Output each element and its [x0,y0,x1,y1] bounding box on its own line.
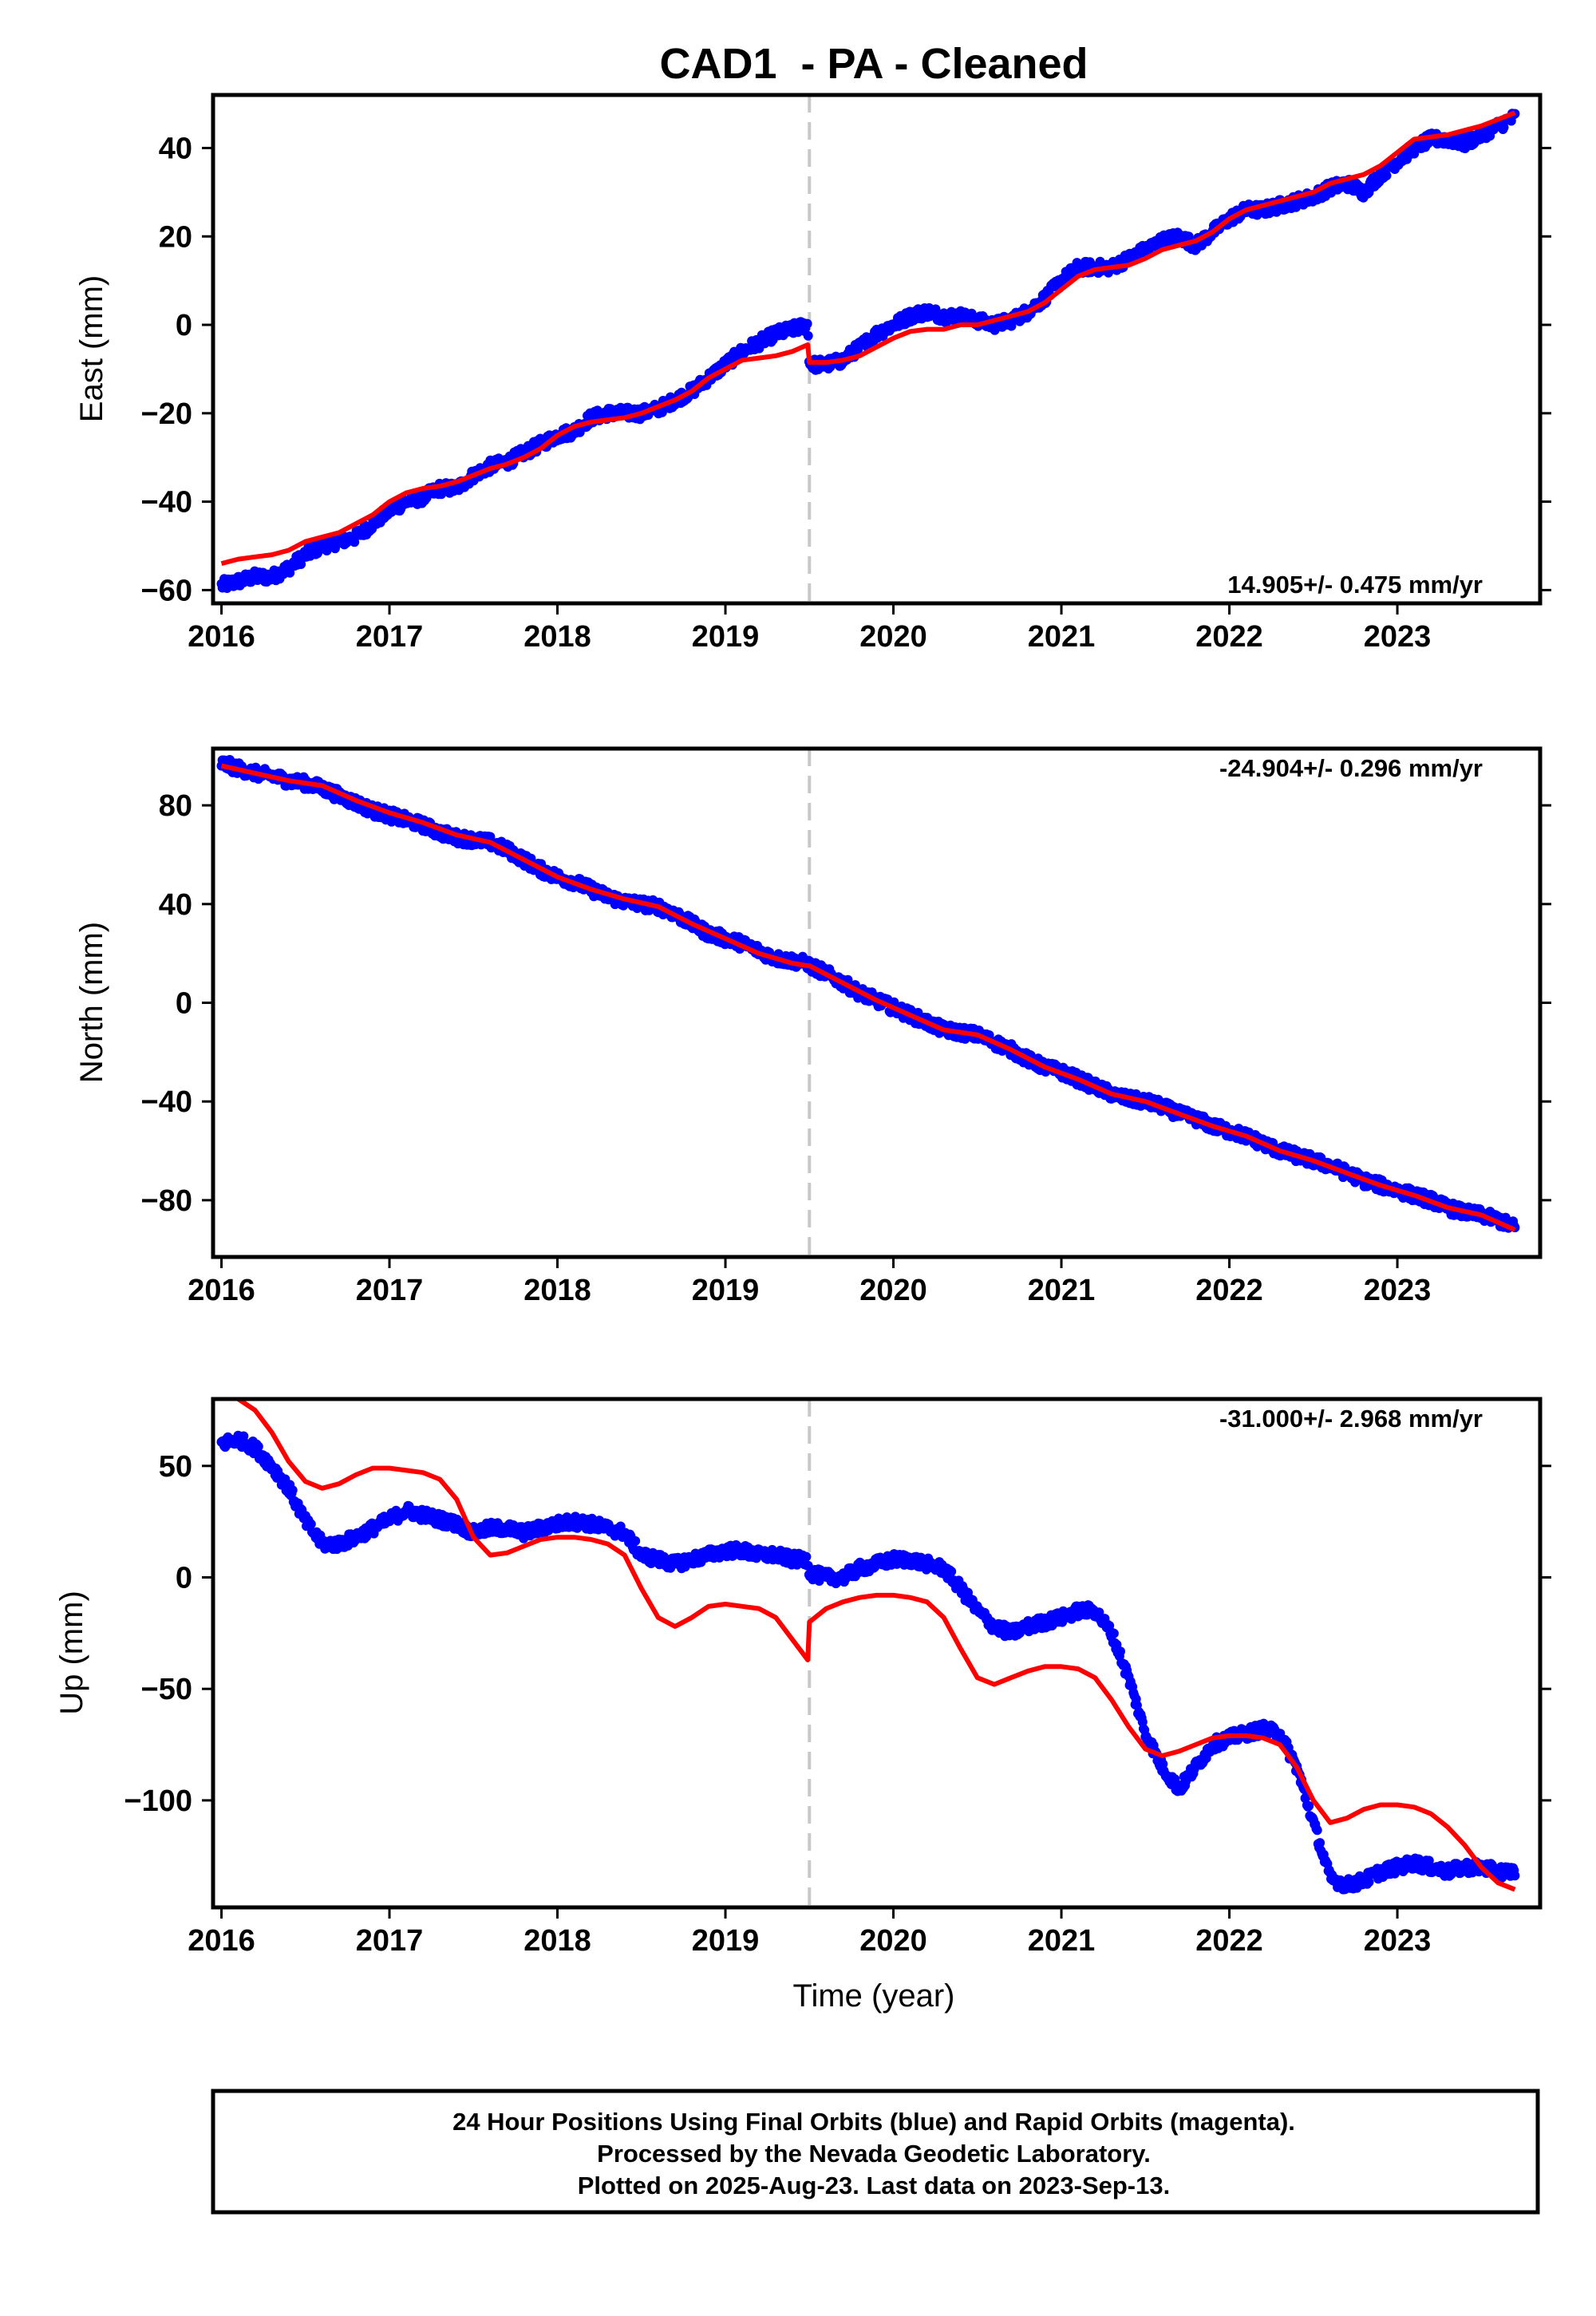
up-x-tick-label: 2019 [692,1924,760,1958]
north-y-tick-label: 40 [159,888,192,922]
north-x-tick-label: 2017 [356,1274,424,1307]
east-x-tick-label: 2018 [523,620,591,654]
up-data-point [1315,1838,1325,1848]
up-x-tick-label: 2017 [356,1924,424,1958]
x-axis-label: Time (year) [793,1978,955,2014]
east-data-point [802,318,812,329]
up-data-point [1170,1774,1180,1784]
north-plot-area: 2016 2017 2018 2019 2020 2021 2022 2023 −80 −40 0 4… [141,749,1551,1307]
up-rate-label: -31.000+/- 2.968 mm/yr [1219,1405,1483,1433]
north-x-tick-label: 2020 [859,1274,927,1307]
east-y-tick-label: −20 [141,397,192,431]
footer-line-3: Plotted on 2025-Aug-23. Last data on 202… [578,2172,1170,2199]
up-data-point [1304,1800,1314,1811]
up-data-point [1116,1646,1125,1657]
east-y-axis-label: East (mm) [74,275,109,422]
chart-title: CAD1 - PA - Cleaned [659,40,1088,88]
up-y-tick-label: −50 [141,1673,192,1706]
east-data-point [1381,171,1392,180]
up-data-point [1108,1628,1119,1638]
east-x-tick-label: 2020 [859,620,927,654]
up-data-point [1510,1871,1520,1881]
north-y-tick-label: −40 [141,1085,192,1119]
north-rate-label: -24.904+/- 0.296 mm/yr [1219,754,1483,782]
up-data-point [253,1441,263,1452]
up-data-point [239,1431,249,1441]
up-x-tick-label: 2020 [859,1924,927,1958]
footer-line-2: Processed by the Nevada Geodetic Laborat… [597,2140,1151,2168]
up-plot-area: 2016 2017 2018 2019 2020 2021 2022 2023 −100 −50 0… [124,1399,1551,1958]
north-plot-frame [211,746,1543,1259]
east-y-tick-label: −40 [141,486,192,520]
east-data-point [1409,148,1420,159]
north-y-axis-label: North (mm) [74,922,109,1083]
east-x-tick-label: 2023 [1364,620,1432,654]
east-y-tick-label: 0 [176,309,192,342]
up-data-point [630,1535,641,1546]
east-x-tick-label: 2016 [188,620,255,654]
footer-box: 24 Hour Positions Using Final Orbits (bl… [211,2089,1540,2215]
north-x-tick-label: 2016 [188,1274,255,1307]
up-data-point [1424,1856,1434,1866]
east-plot-area: 2016 2017 2018 2019 2020 2021 2022 2023 −60 −40 −2… [141,95,1551,654]
east-y-tick-label: 40 [159,132,192,165]
north-x-tick-label: 2023 [1364,1274,1432,1307]
up-y-tick-label: 50 [159,1450,192,1484]
north-x-tick-label: 2018 [523,1274,591,1307]
up-data-point [946,1567,957,1577]
up-x-tick-label: 2021 [1028,1924,1096,1958]
north-x-tick-label: 2022 [1195,1274,1263,1307]
east-x-tick-label: 2017 [356,620,424,654]
east-plot-frame [211,93,1543,606]
east-y-tick-label: 20 [159,220,192,254]
up-plot-frame [211,1397,1543,1910]
up-data-point [1364,1877,1374,1887]
up-x-tick-label: 2023 [1364,1924,1432,1958]
east-data-point [1499,122,1509,132]
north-y-tick-label: −80 [141,1184,192,1218]
north-y-tick-label: 0 [176,987,192,1021]
panel-up: 2016 2017 2018 2019 2020 2021 2022 2023 −100 −50 0… [54,1397,1551,2014]
east-x-tick-label: 2022 [1195,620,1263,654]
up-x-tick-label: 2018 [523,1924,591,1958]
panel-east: 2016 2017 2018 2019 2020 2021 2022 2023 −60 −40 −2… [74,93,1551,654]
up-observed-points [216,1430,1520,1895]
up-data-point [306,1519,316,1529]
east-y-tick-label: −60 [141,574,192,607]
up-x-tick-label: 2016 [188,1924,255,1958]
east-x-tick-label: 2021 [1028,620,1096,654]
up-model-line [228,1399,1516,1892]
up-y-axis-label: Up (mm) [54,1591,89,1715]
footer-line-1: 24 Hour Positions Using Final Orbits (bl… [452,2108,1295,2136]
up-data-point [801,1551,812,1562]
footer-frame [211,2089,1540,2215]
north-model-line [220,763,1516,1232]
up-y-tick-label: −100 [124,1784,192,1818]
east-data-point [803,330,813,341]
north-y-tick-label: 80 [159,789,192,823]
up-x-tick-label: 2022 [1195,1924,1263,1958]
east-model-line [220,110,1516,567]
up-data-point [1312,1825,1322,1836]
north-x-tick-label: 2021 [1028,1274,1096,1307]
up-y-tick-label: 0 [176,1562,192,1595]
north-observed-points [216,755,1520,1233]
east-rate-label: 14.905+/- 0.475 mm/yr [1227,571,1483,599]
north-x-tick-label: 2019 [692,1274,760,1307]
panel-north: 2016 2017 2018 2019 2020 2021 2022 2023 −80 −40 0 4… [74,746,1551,1307]
east-x-tick-label: 2019 [692,620,760,654]
up-data-point [287,1485,298,1496]
